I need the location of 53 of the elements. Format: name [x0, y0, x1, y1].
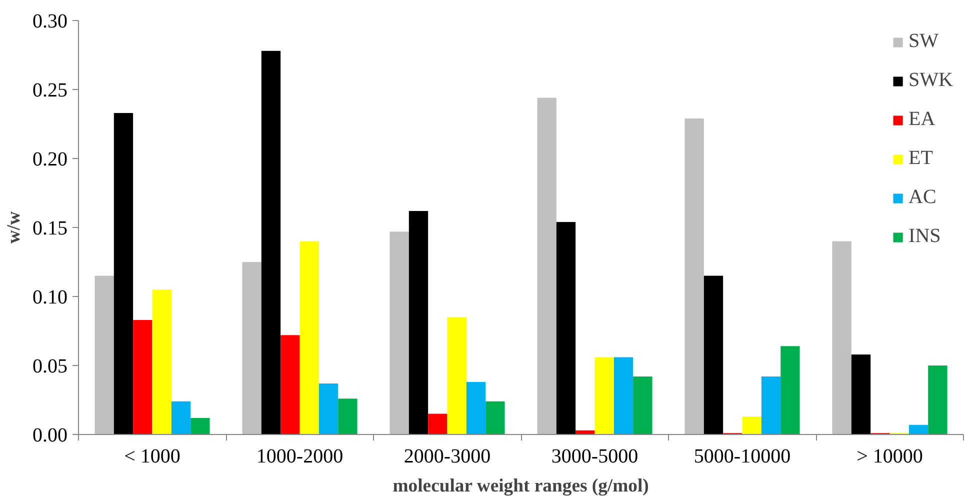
y-tick-label: 0.15	[32, 218, 68, 240]
bar	[300, 241, 319, 434]
legend-label: ET	[908, 147, 933, 170]
bar	[684, 118, 704, 434]
x-tick-label: > 10000	[856, 446, 923, 468]
bar	[614, 357, 634, 434]
bar	[318, 383, 338, 434]
bar	[466, 382, 486, 434]
bar	[338, 398, 358, 434]
y-axis-title: w/w	[4, 210, 24, 244]
bar	[447, 317, 466, 434]
y-tick-label: 0.05	[32, 356, 68, 378]
bar	[851, 354, 871, 434]
bar	[742, 416, 762, 434]
bar	[594, 357, 614, 434]
bar	[261, 50, 281, 434]
bar	[908, 424, 928, 434]
x-axis-title: molecular weight ranges (g/mol)	[392, 476, 649, 496]
bar	[928, 366, 948, 434]
bar	[280, 335, 300, 434]
bar	[556, 222, 576, 434]
bar	[408, 210, 428, 434]
bar	[704, 276, 724, 434]
bar	[171, 401, 191, 434]
legend-label: SW	[908, 30, 939, 53]
y-tick-label: 0.10	[32, 286, 68, 308]
legend-label: AC	[908, 186, 936, 209]
y-tick-label: 0.25	[32, 80, 68, 102]
bar	[152, 290, 172, 434]
bar	[114, 112, 134, 434]
y-tick-label: 0.20	[32, 148, 68, 170]
bar	[832, 241, 852, 434]
x-tick-label: 3000-5000	[551, 446, 638, 468]
x-tick-label: 2000-3000	[404, 446, 491, 468]
bar	[190, 418, 210, 434]
bar	[133, 320, 152, 434]
bar	[780, 346, 800, 434]
y-tick-label: 0.00	[32, 424, 68, 446]
legend-label: INS	[908, 225, 941, 248]
bar	[761, 376, 781, 434]
bar	[390, 232, 409, 434]
bar	[242, 262, 262, 434]
bar	[94, 276, 114, 434]
bar	[428, 414, 448, 434]
legend-label: SWK	[908, 69, 953, 92]
bar	[537, 98, 556, 434]
legend-label: EA	[908, 108, 936, 131]
x-tick-label: < 1000	[124, 446, 180, 468]
bar	[486, 401, 505, 434]
bar	[633, 376, 652, 434]
x-tick-label: 1000-2000	[256, 446, 344, 468]
x-tick-label: 5000-10000	[694, 446, 791, 468]
y-tick-label: 0.30	[32, 10, 68, 32]
